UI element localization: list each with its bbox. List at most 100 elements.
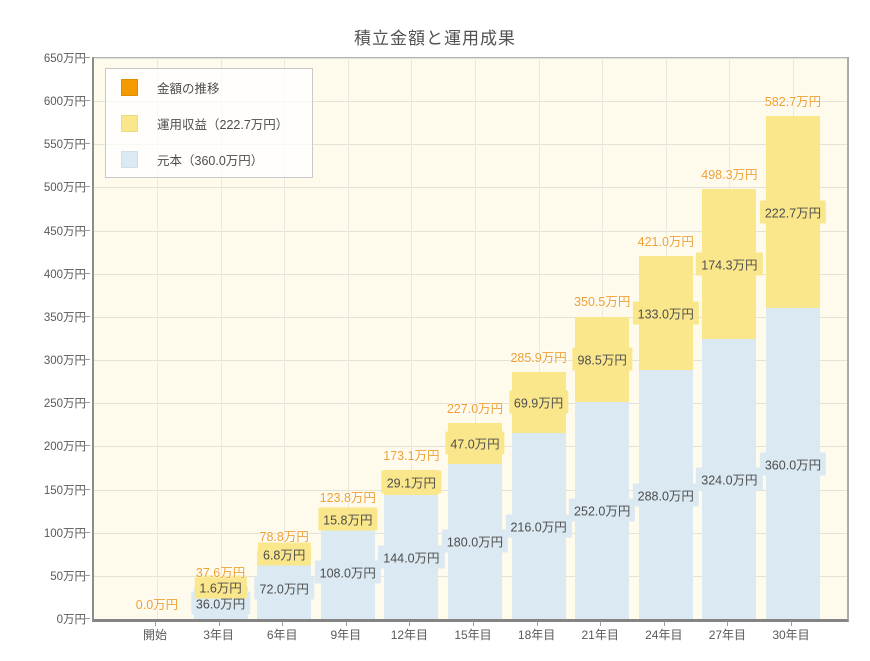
legend: 金額の推移運用収益（222.7万円） 元本（360.0万円） [105,68,313,178]
x-axis-tick [663,621,665,626]
x-axis-label: 30年目 [772,628,810,642]
x-axis-label: 12年目 [390,628,429,642]
x-axis-tick [727,621,729,626]
legend-label-investment-profit: 運用収益（222.7万円） [157,117,289,132]
profit-value-label: 69.9万円 [508,390,569,414]
y-axis-label: 450万円 [43,225,86,238]
total-value-label: 123.8万円 [319,491,376,506]
y-axis-tick [84,143,90,145]
total-value-label: 421.0万円 [637,234,694,249]
x-axis-label: 27年目 [708,628,747,642]
x-axis-tick [282,621,284,626]
profit-value-label: 133.0万円 [632,301,699,325]
y-axis-label: 0万円 [56,614,86,626]
y-axis-tick [84,488,90,490]
y-axis-tick [84,531,90,533]
h-gridline [94,316,847,318]
total-value-label: 498.3万円 [701,167,758,182]
x-axis-tick [473,621,474,626]
x-axis-label: 9年目 [330,628,362,642]
y-axis-label: 50万円 [50,570,86,583]
principal-value-label: 216.0万円 [505,514,572,538]
y-axis-label: 100万円 [43,527,86,540]
y-axis-tick [84,618,90,619]
y-axis-label: 550万円 [43,139,86,152]
legend-item-investment-profit: 運用収益（222.7万円） [106,105,312,141]
h-gridline [94,187,847,189]
legend-label-principal: 元本（360.0万円） [157,153,264,168]
y-axis-tick [84,100,90,102]
x-axis-tick [536,621,538,626]
total-value-label: 285.9万円 [510,351,567,366]
y-axis-tick [84,445,90,447]
principal-value-label: 108.0万円 [314,560,381,584]
x-axis-label: 24年目 [645,628,683,642]
x-axis-label: 6年目 [266,628,298,642]
profit-value-label: 29.1万円 [381,470,442,494]
y-axis-label: 400万円 [43,268,86,281]
principal-value-label: 72.0万円 [254,576,314,600]
x-axis-label: 15年目 [454,628,492,642]
legend-swatch-investment-profit [121,114,138,132]
total-value-label: 582.7万円 [764,95,822,110]
v-gridline [284,58,285,619]
legend-item-principal: 元本（360.0万円） [106,141,312,177]
y-axis-tick [84,57,90,58]
x-axis-label: 18年目 [517,628,556,642]
legend-item-amount-trend: 金額の推移 [106,69,312,105]
v-gridline [157,58,158,619]
principal-value-label: 180.0万円 [441,529,509,553]
v-gridline [475,58,476,619]
legend-swatch-principal [121,150,138,168]
x-axis-tick [791,621,792,626]
total-value-label: 350.5万円 [574,295,631,310]
h-gridline [94,403,847,405]
principal-value-label: 288.0万円 [632,483,699,507]
chart-title: 積立金額と運用成果 [354,29,516,48]
principal-value-label: 360.0万円 [759,452,827,476]
y-axis-tick [84,574,90,576]
v-gridline [411,58,412,619]
y-axis-label: 600万円 [43,96,86,109]
h-gridline [94,273,847,275]
profit-value-label: 6.8万円 [257,542,311,566]
y-axis-tick [84,315,90,317]
y-axis-label: 150万円 [43,484,86,497]
profit-value-label: 174.3万円 [696,252,763,276]
h-gridline [94,144,847,146]
total-value-label: 227.0万円 [446,402,504,417]
legend-label-amount-trend: 金額の推移 [157,81,220,96]
principal-value-label: 144.0万円 [378,545,445,569]
x-axis-tick [345,621,347,626]
y-axis-tick [84,272,90,274]
v-gridline [221,58,222,619]
y-axis-label: 250万円 [43,398,86,411]
legend-swatch-amount-trend [121,78,138,96]
x-axis-tick [600,621,602,626]
profit-value-label: 98.5万円 [572,347,632,371]
h-gridline [94,230,847,232]
total-value-label: 0.0万円 [135,598,179,612]
x-axis-label: 開始 [142,628,167,642]
x-axis-tick [155,621,156,626]
y-axis-tick [84,402,90,404]
h-gridline [94,360,847,362]
profit-value-label: 1.6万円 [194,575,247,599]
y-axis-label: 300万円 [43,355,86,368]
y-axis-tick [84,186,90,188]
y-axis-tick [84,229,90,231]
principal-value-label: 252.0万円 [569,498,636,522]
y-axis-label: 350万円 [43,311,86,324]
plot-area: 0.0万円 36.0万円 1.6万円 37.6万円 72.0万円 6.8万円 78.8万円 1… [92,57,849,622]
total-value-label: 37.6万円 [195,565,246,580]
x-axis-tick [409,621,411,626]
y-axis-label: 500万円 [43,182,86,195]
x-axis-label: 21年目 [581,628,619,642]
profit-value-label: 15.8万円 [318,507,378,531]
v-gridline [539,58,540,619]
total-value-label: 78.8万円 [259,529,309,544]
y-axis-label: 650万円 [43,53,86,65]
h-gridline [94,101,847,103]
v-gridline [348,58,349,619]
